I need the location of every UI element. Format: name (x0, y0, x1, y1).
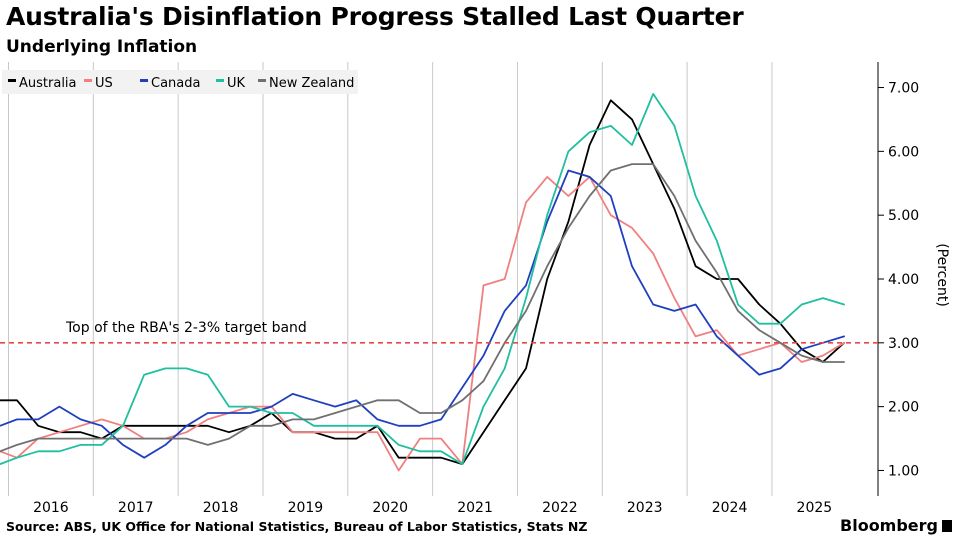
series-lines (0, 93, 845, 472)
target-band-label: Top of the RBA's 2-3% target band (65, 320, 307, 336)
y-axis-label: (Percent) (934, 243, 950, 307)
x-tick-label: 2018 (203, 500, 239, 516)
legend-swatch (140, 79, 148, 82)
y-tick-label: 1.00 (888, 463, 919, 479)
legend-label: US (95, 76, 113, 91)
brand-mark-icon (942, 520, 952, 532)
chart-title: Australia's Disinflation Progress Stalle… (6, 2, 744, 31)
x-tick-label: 2019 (288, 500, 324, 516)
annotation: Top of the RBA's 2-3% target band (0, 320, 878, 344)
x-tick-label: 2023 (627, 500, 663, 516)
y-tick-label: 6.00 (888, 144, 919, 160)
chart-subtitle: Underlying Inflation (6, 37, 198, 57)
x-tick-label: 2020 (372, 500, 408, 516)
x-tick-label: 2021 (457, 500, 493, 516)
legend-swatch (84, 79, 92, 82)
x-tick-label: 2025 (797, 500, 833, 516)
brand-logo: Bloomberg (840, 516, 952, 535)
legend-swatch (216, 79, 224, 82)
y-tick-label: 5.00 (888, 208, 919, 224)
legend-swatch (258, 79, 266, 82)
legend-swatch (8, 79, 16, 82)
x-tick-label: 2016 (33, 500, 69, 516)
y-tick-label: 3.00 (888, 336, 919, 352)
legend-label: Canada (151, 76, 200, 91)
y-tick-label: 4.00 (888, 272, 919, 288)
x-tick-label: 2024 (712, 500, 748, 516)
y-tick-label: 7.00 (888, 81, 919, 97)
legend-label: Australia (19, 76, 77, 91)
legend: Australia US Canada UK New Zealand (2, 70, 358, 94)
series-line-australia (0, 99, 845, 466)
legend-label: New Zealand (269, 76, 354, 91)
source-note: Source: ABS, UK Office for National Stat… (6, 519, 588, 534)
series-line-canada (0, 169, 845, 459)
x-tick-label: 2017 (118, 500, 154, 516)
y-axis: 2016 2017 2018 2019 2020 2021 2022 2023 2024 2025… (33, 62, 950, 516)
legend-background (2, 70, 358, 94)
series-line-us (0, 175, 845, 472)
brand-name: Bloomberg (840, 516, 938, 535)
x-tick-label: 2022 (542, 500, 578, 516)
series-line-uk (0, 93, 845, 466)
y-tick-label: 2.00 (888, 400, 919, 416)
legend-label: UK (227, 76, 246, 91)
series-line-new-zealand (0, 163, 845, 453)
year-grid (7, 62, 773, 496)
